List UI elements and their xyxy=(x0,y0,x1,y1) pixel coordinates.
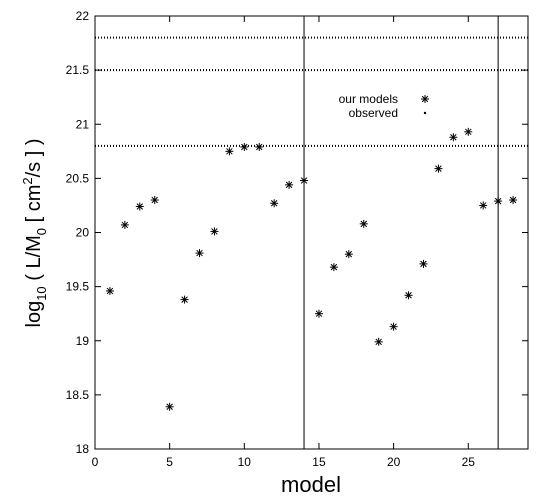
point-11 xyxy=(255,142,264,151)
point-2-stroke-3 xyxy=(121,221,129,229)
point-1 xyxy=(105,286,114,295)
point-13 xyxy=(285,180,294,189)
point-5 xyxy=(165,402,174,411)
point-4-stroke-3 xyxy=(151,196,158,204)
y-tick-label-8: 22 xyxy=(76,9,90,23)
point-11-stroke-3 xyxy=(256,143,263,151)
y-tick-label-4: 20 xyxy=(76,226,90,240)
x-tick-label-2: 10 xyxy=(238,455,252,469)
y-tick-label-6: 21 xyxy=(76,117,90,131)
point-22 xyxy=(419,259,428,268)
point-10-stroke-3 xyxy=(241,143,248,151)
point-17 xyxy=(344,250,353,259)
point-16 xyxy=(329,263,338,272)
x-axis-title: model xyxy=(281,472,341,496)
point-26-stroke-3 xyxy=(479,202,487,209)
point-4 xyxy=(150,196,159,205)
point-9-stroke-3 xyxy=(226,148,233,155)
ylabel-prefix-sub: 10 xyxy=(34,286,49,300)
point-25 xyxy=(464,127,473,136)
point-18 xyxy=(359,219,368,228)
point-15-stroke-3 xyxy=(315,310,323,317)
ylabel-close: /s ] ) xyxy=(23,139,45,178)
legend-marker-observed xyxy=(423,111,427,115)
point-1-stroke-3 xyxy=(106,287,114,295)
point-10 xyxy=(240,142,249,151)
x-tick-label-1: 5 xyxy=(166,455,173,469)
ylabel-open-sub: 0 xyxy=(34,228,49,235)
y-tick-label-0: 18 xyxy=(76,442,90,456)
point-8 xyxy=(210,227,219,236)
legend-markers xyxy=(421,95,429,115)
y-tick-label-1: 18.5 xyxy=(66,388,90,402)
ylabel-open: ( L/M xyxy=(23,235,45,286)
x-tick-label-0: 0 xyxy=(92,455,99,469)
point-18-stroke-3 xyxy=(360,220,367,228)
point-19-stroke-3 xyxy=(375,338,382,346)
y-tick-label-3: 19.5 xyxy=(66,280,90,294)
point-26 xyxy=(479,201,488,210)
point-12 xyxy=(270,199,279,208)
point-6-stroke-3 xyxy=(181,296,188,303)
point-24 xyxy=(449,133,458,142)
point-27-stroke-3 xyxy=(494,197,502,205)
point-21 xyxy=(404,291,413,300)
point-23-stroke-3 xyxy=(435,165,442,172)
legend-marker-our-models-stroke-3 xyxy=(421,95,429,103)
point-12-stroke-3 xyxy=(270,200,278,207)
point-28 xyxy=(509,196,518,205)
ylabel-mid: [ cm xyxy=(23,185,45,228)
ylabel-prefix: log xyxy=(23,301,45,328)
legend-label-observed: observed xyxy=(349,106,398,120)
point-22-stroke-3 xyxy=(420,260,427,268)
y-tick-label-2: 19 xyxy=(76,334,90,348)
point-13-stroke-3 xyxy=(285,181,293,189)
point-8-stroke-3 xyxy=(211,228,218,235)
y-axis-title: log10 ( L/M0 [ cm2/s ] ) xyxy=(20,139,49,328)
plot-layer xyxy=(95,16,528,449)
legend: our models observed xyxy=(339,92,429,120)
point-9 xyxy=(225,147,234,156)
point-20 xyxy=(389,322,398,331)
point-14-stroke-3 xyxy=(300,177,308,184)
y-tick-label-7: 21.5 xyxy=(66,63,90,77)
point-6 xyxy=(180,295,189,304)
point-7 xyxy=(195,249,204,258)
point-25-stroke-3 xyxy=(465,128,472,136)
point-5-stroke-3 xyxy=(166,403,173,411)
point-17-stroke-3 xyxy=(345,250,353,258)
axes-layer: 18 18.5 19 19.5 20 20.5 21 21.5 22 0 5 10 15 20 25 xyxy=(66,9,529,469)
point-16-stroke-3 xyxy=(330,263,338,271)
ylabel-mid-sup: 2 xyxy=(20,177,35,184)
point-2 xyxy=(120,220,129,229)
point-7-stroke-3 xyxy=(196,249,203,257)
y-tick-label-5: 20.5 xyxy=(66,171,90,185)
point-19 xyxy=(374,337,383,346)
point-21-stroke-3 xyxy=(405,292,412,299)
point-28-stroke-3 xyxy=(509,196,517,204)
x-tick-label-5: 25 xyxy=(462,455,476,469)
point-27 xyxy=(494,197,503,206)
point-15 xyxy=(314,309,323,318)
plot-frame xyxy=(94,15,529,450)
point-3-stroke-3 xyxy=(136,203,144,210)
point-20-stroke-3 xyxy=(390,323,397,330)
x-tick-label-3: 15 xyxy=(312,455,326,469)
point-14 xyxy=(300,176,309,185)
legend-label-our-models: our models xyxy=(339,92,398,106)
legend-marker-our-models xyxy=(421,95,429,103)
x-tick-label-4: 20 xyxy=(387,455,401,469)
point-23 xyxy=(434,164,443,173)
point-24-stroke-3 xyxy=(450,134,457,141)
point-3 xyxy=(135,202,144,211)
